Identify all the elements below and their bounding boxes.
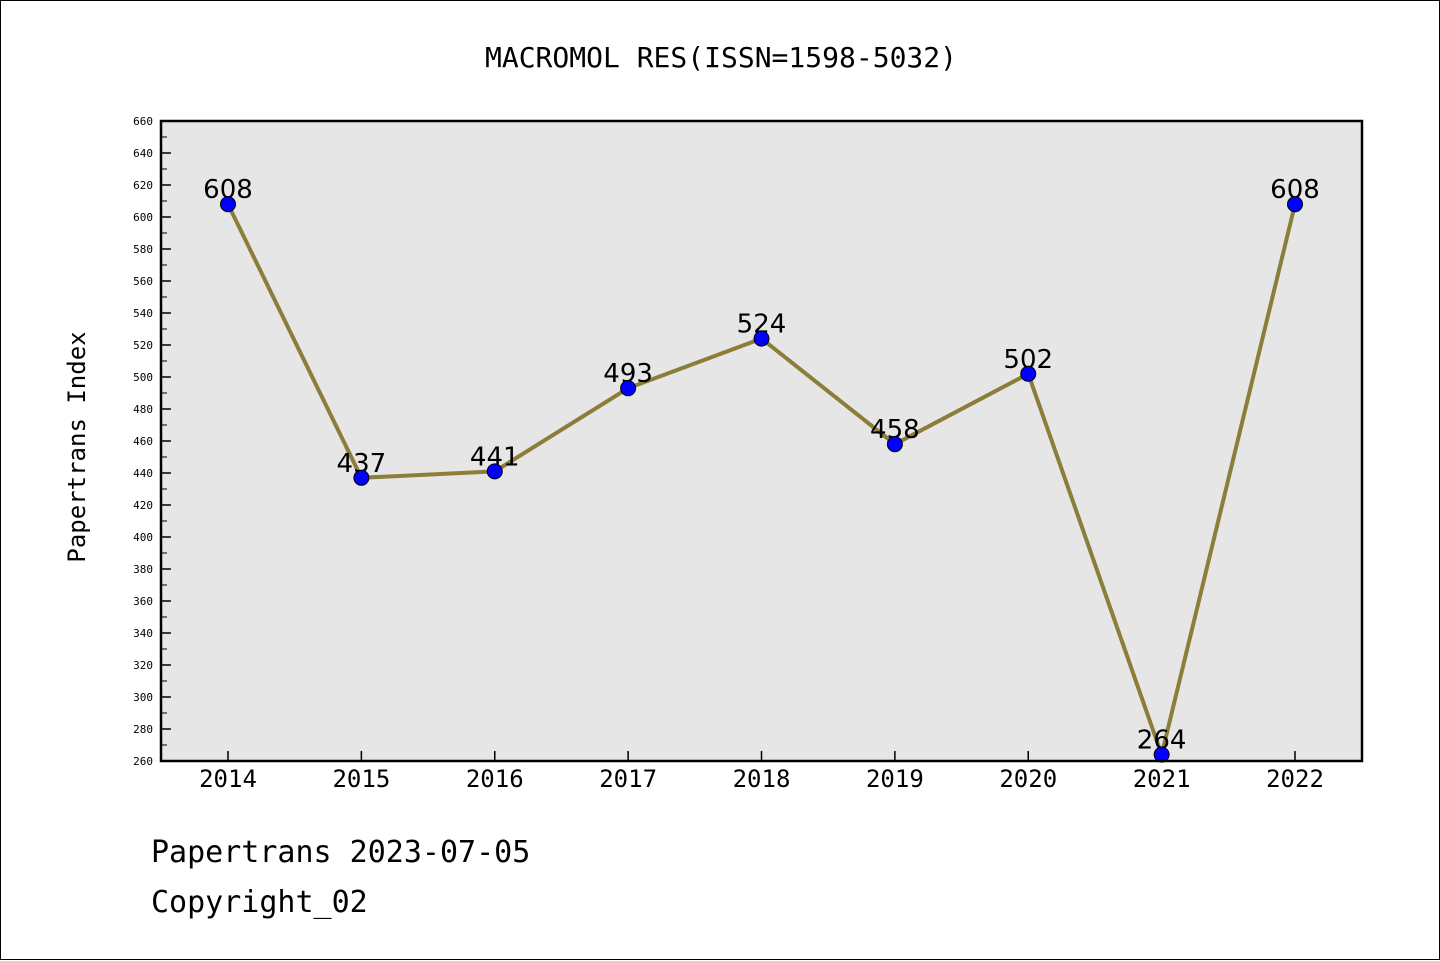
y-tick-label: 280 xyxy=(133,723,153,736)
x-tick-label: 2022 xyxy=(1266,765,1324,793)
y-tick-label: 480 xyxy=(133,403,153,416)
data-point xyxy=(353,469,370,486)
y-tick-label: 580 xyxy=(133,243,153,256)
data-point xyxy=(486,463,503,480)
y-tick-label: 400 xyxy=(133,531,153,544)
data-point xyxy=(753,330,770,347)
y-tick-label: 440 xyxy=(133,467,153,480)
y-tick-label: 340 xyxy=(133,627,153,640)
data-point xyxy=(1287,196,1303,213)
plot-area xyxy=(161,121,1362,761)
x-tick-label: 2014 xyxy=(199,765,257,793)
x-tick-label: 2019 xyxy=(866,765,924,793)
y-tick-label: 380 xyxy=(133,563,153,576)
y-tick-label: 460 xyxy=(133,435,153,448)
y-tick-label: 500 xyxy=(133,371,153,384)
data-point xyxy=(1020,365,1037,382)
x-tick-label: 2017 xyxy=(599,765,657,793)
x-tick-label: 2020 xyxy=(999,765,1057,793)
y-tick-label: 560 xyxy=(133,275,153,288)
y-tick-label: 600 xyxy=(133,211,153,224)
y-tick-label: 660 xyxy=(133,115,153,128)
plot-border xyxy=(159,119,1364,763)
x-axis-ticks: 2014 2015 2016 2017 2018 2019 2020 2021 2022 xyxy=(199,751,1324,793)
data-point xyxy=(220,196,236,213)
x-tick-label: 2018 xyxy=(733,765,791,793)
data-point xyxy=(886,436,903,453)
y-tick-label: 420 xyxy=(133,499,153,512)
y-tick-label: 640 xyxy=(133,147,153,160)
y-axis-label: Papertrans Index xyxy=(63,331,91,562)
x-tick-label: 2015 xyxy=(332,765,390,793)
y-tick-label: 260 xyxy=(133,755,153,768)
x-tick-label: 2016 xyxy=(466,765,524,793)
y-tick-label: 540 xyxy=(133,307,153,320)
footer-copyright: Copyright_02 xyxy=(151,885,368,920)
data-point xyxy=(620,380,637,397)
y-tick-label: 300 xyxy=(133,691,153,704)
y-tick-label: 320 xyxy=(133,659,153,672)
footer-date: Papertrans 2023-07-05 xyxy=(151,835,531,870)
y-tick-label: 360 xyxy=(133,595,153,608)
x-tick-label: 2021 xyxy=(1133,765,1191,793)
y-tick-label: 520 xyxy=(133,339,153,352)
y-axis-ticks: 260 280 300 320 340 360 380 400 420 440 460 480 500 5… xyxy=(133,115,171,768)
y-tick-label: 620 xyxy=(133,179,153,192)
chart-title: MACROMOL RES(ISSN=1598-5032) xyxy=(485,41,957,74)
